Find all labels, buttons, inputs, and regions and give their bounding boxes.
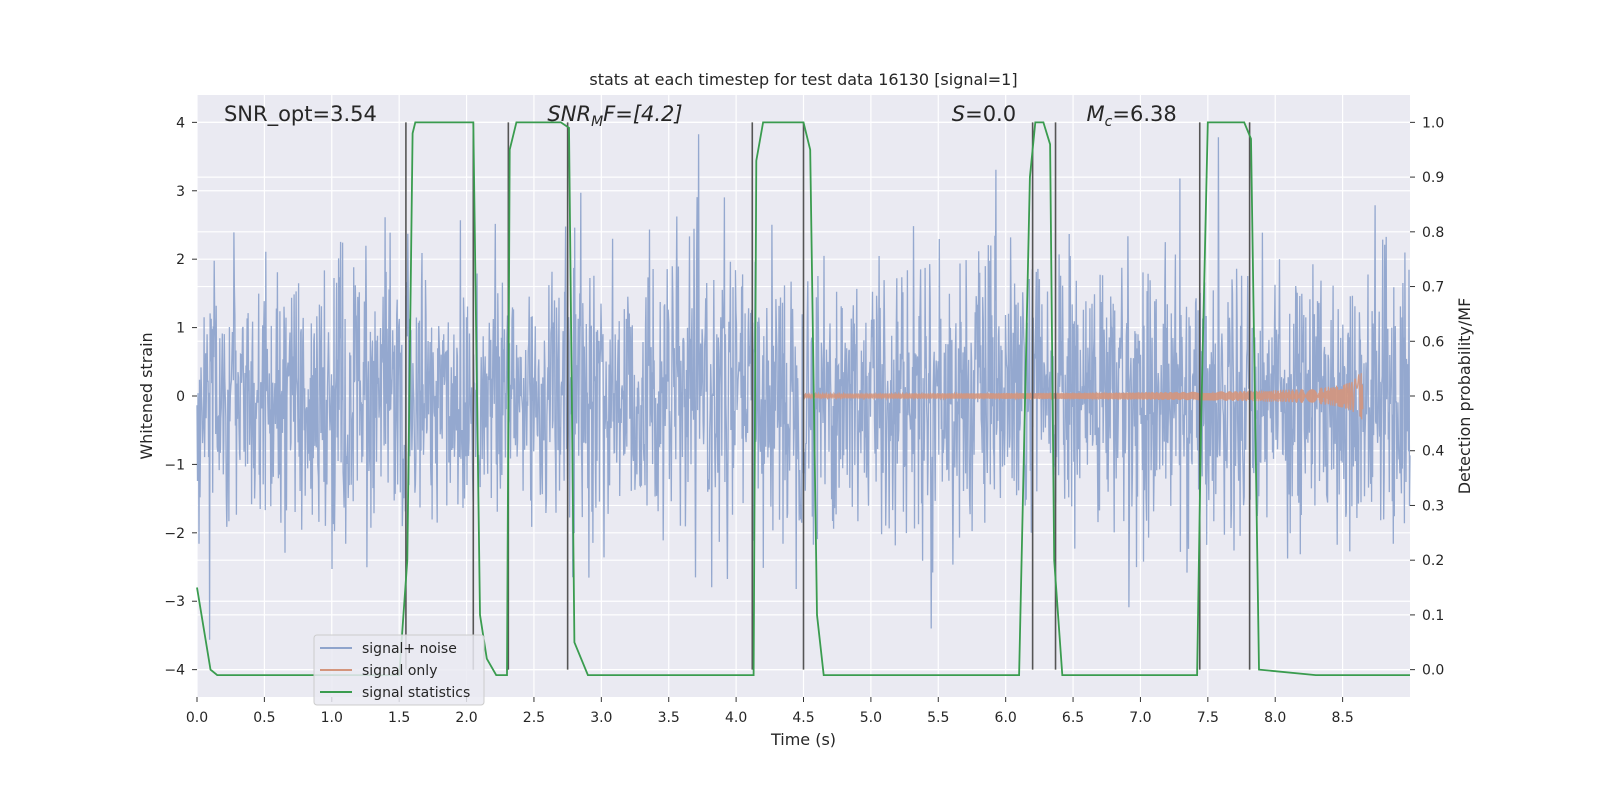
- x-tick-label: 5.0: [860, 710, 882, 726]
- series-signal-statistics: [196, 121, 1410, 676]
- x-tick-label: 3.0: [590, 710, 612, 726]
- x-tick-label: 7.5: [1197, 710, 1219, 726]
- y-tick-label: 0: [176, 389, 185, 405]
- y-tick-label: −1: [164, 457, 185, 473]
- annotation-s-value: =0.0: [965, 102, 1016, 126]
- x-tick-label: 6.5: [1062, 710, 1084, 726]
- y-right-tick-label: 0.7: [1422, 280, 1444, 296]
- x-tick-label: 8.5: [1331, 710, 1353, 726]
- y-tick-label: 3: [176, 184, 185, 200]
- annotation-mc-sub: c: [1105, 114, 1113, 130]
- x-tick-label: 2.0: [455, 710, 477, 726]
- y-right-tick-label: 0.4: [1422, 444, 1444, 460]
- x-tick-label: 4.5: [792, 710, 814, 726]
- annotation-snr-mf: SNRMF=[4.2]: [547, 102, 682, 130]
- y-right-tick-label: 0.9: [1422, 170, 1444, 186]
- y-right-tick-label: 1.0: [1422, 115, 1444, 131]
- y-tick-label: 4: [176, 115, 185, 131]
- x-tick-label: 3.5: [658, 710, 680, 726]
- y-right-tick-label: 0.5: [1422, 389, 1444, 405]
- y-tick-label: 1: [176, 321, 185, 337]
- y-tick-label: −3: [164, 594, 185, 610]
- y-tick-label: 2: [176, 252, 185, 268]
- y-axis-right-label: Detection probability/MF: [1455, 298, 1474, 495]
- series-signal-only: [802, 373, 1364, 420]
- x-tick-label: 1.0: [321, 710, 343, 726]
- legend-entry-signal-statistics: signal statistics: [362, 685, 470, 701]
- chart-title: stats at each timestep for test data 161…: [589, 70, 1017, 89]
- annotation-s-symbol: S: [952, 102, 965, 126]
- legend-entry-signal-noise: signal+ noise: [362, 641, 457, 657]
- y-axis-label: Whitened strain: [137, 332, 156, 459]
- x-tick-label: 1.5: [388, 710, 410, 726]
- y-right-tick-label: 0.0: [1422, 663, 1444, 679]
- annotation-snr-mf-base: SNR: [547, 102, 591, 126]
- annotation-snr-mf-sub: M: [591, 114, 603, 130]
- x-tick-label: 7.0: [1129, 710, 1151, 726]
- tick-labels: 0.0 0.5 1.0 1.5 2.0 2.5 3.0 3.5 4.0 4.5 5.0 5.5 6.0 6…: [164, 115, 1444, 726]
- y-right-tick-label: 0.6: [1422, 334, 1444, 350]
- annotation-snr-opt: SNR_opt=3.54: [224, 102, 377, 127]
- chirp-trace: [802, 373, 1364, 420]
- annotation-s: S=0.0: [952, 102, 1016, 126]
- x-tick-label: 2.5: [523, 710, 545, 726]
- x-tick-label: 6.0: [995, 710, 1017, 726]
- y-right-tick-label: 0.3: [1422, 498, 1444, 514]
- x-tick-label: 4.0: [725, 710, 747, 726]
- x-tick-label: 8.0: [1264, 710, 1286, 726]
- annotation-mc-value: =6.38: [1112, 102, 1176, 126]
- annotation-snr-mf-rest: F=[4.2]: [603, 102, 682, 126]
- legend: signal+ noise signal only signal statist…: [313, 634, 485, 706]
- x-tick-label: 0.5: [253, 710, 275, 726]
- annotation-mc: Mc=6.38: [1087, 102, 1177, 130]
- x-tick-label: 5.5: [927, 710, 949, 726]
- statistics-trace: [196, 121, 1410, 676]
- x-axis-label: Time (s): [770, 730, 836, 749]
- y-right-tick-label: 0.1: [1422, 608, 1444, 624]
- legend-entry-signal-only: signal only: [362, 663, 437, 679]
- annotation-mc-base: M: [1087, 102, 1105, 126]
- y-right-tick-label: 0.2: [1422, 553, 1444, 569]
- y-right-tick-label: 0.8: [1422, 225, 1444, 241]
- legend-box: [313, 634, 485, 706]
- y-tick-label: −4: [164, 663, 185, 679]
- x-tick-label: 0.0: [186, 710, 208, 726]
- y-tick-label: −2: [164, 526, 185, 542]
